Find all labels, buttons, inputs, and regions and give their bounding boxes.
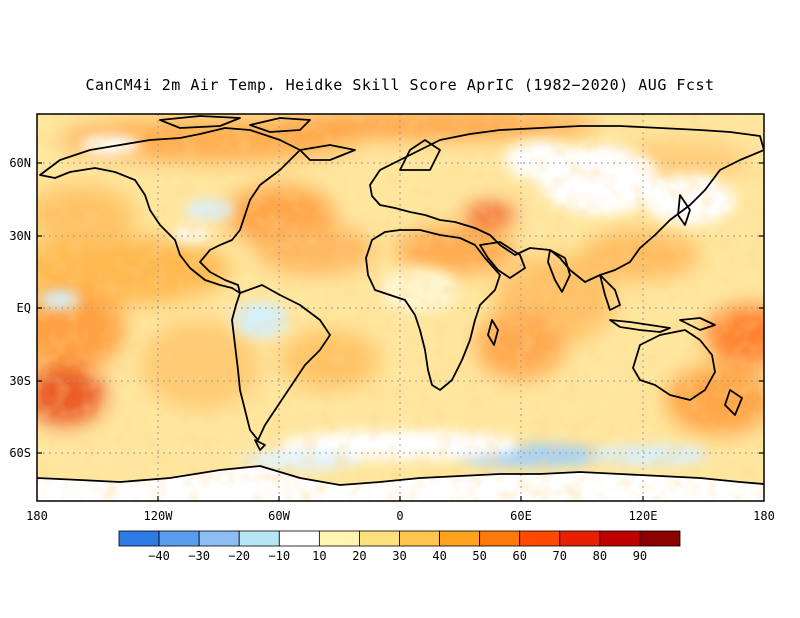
colorbar-swatch — [399, 530, 440, 547]
colorbar-label: 40 — [432, 549, 446, 563]
colorbar-swatch — [519, 530, 561, 547]
lon-label-60w: 60W — [268, 509, 290, 523]
colorbar-label: −30 — [188, 549, 210, 563]
lon-label-0: 0 — [396, 509, 403, 523]
colorbar: −40 −30 −20 −10 10 20 30 40 50 60 70 80 90 — [118, 530, 681, 563]
lat-label-60s: 60S — [9, 446, 31, 460]
colorbar-label: 10 — [312, 549, 326, 563]
colorbar-swatch — [158, 530, 200, 547]
colorbar-swatch — [359, 530, 400, 547]
lat-label-30s: 30S — [9, 374, 31, 388]
colorbar-swatch — [118, 530, 160, 547]
colorbar-label: 80 — [593, 549, 607, 563]
colorbar-label: −40 — [148, 549, 170, 563]
colorbar-label: 70 — [553, 549, 567, 563]
colorbar-swatch — [198, 530, 240, 547]
colorbar-swatch — [559, 530, 601, 547]
lon-labels: 180 120W 60W 0 60E 120E 180 — [26, 509, 775, 523]
lon-tick-marks — [157, 496, 644, 501]
lat-tick-marks — [37, 162, 764, 454]
colorbar-label: 90 — [633, 549, 647, 563]
colorbar-label: −10 — [268, 549, 290, 563]
lat-label-60n: 60N — [9, 156, 31, 170]
lat-label-eq: EQ — [17, 301, 31, 315]
lat-labels: 60N 30N EQ 30S 60S — [9, 156, 31, 460]
colorbar-swatch — [439, 530, 481, 547]
colorbar-swatch — [639, 530, 681, 547]
lon-label-60e: 60E — [510, 509, 532, 523]
colorbar-swatch — [238, 530, 280, 547]
lat-label-30n: 30N — [9, 229, 31, 243]
colorbar-label: 60 — [512, 549, 526, 563]
lon-label-180w: 180 — [26, 509, 48, 523]
colorbar-label: 20 — [352, 549, 366, 563]
colorbar-swatch — [318, 530, 360, 547]
graticule — [37, 114, 764, 501]
map-title: CanCM4i 2m Air Temp. Heidke Skill Score … — [85, 76, 715, 94]
colorbar-swatch — [479, 530, 521, 547]
coastlines — [37, 115, 764, 486]
colorbar-label: 30 — [392, 549, 406, 563]
lon-label-180e: 180 — [753, 509, 775, 523]
colorbar-swatch — [599, 530, 641, 547]
lon-label-120w: 120W — [144, 509, 174, 523]
colorbar-label: −20 — [228, 549, 250, 563]
colorbar-swatch — [278, 530, 320, 547]
colorbar-label: 50 — [472, 549, 486, 563]
lon-label-120e: 120E — [629, 509, 658, 523]
